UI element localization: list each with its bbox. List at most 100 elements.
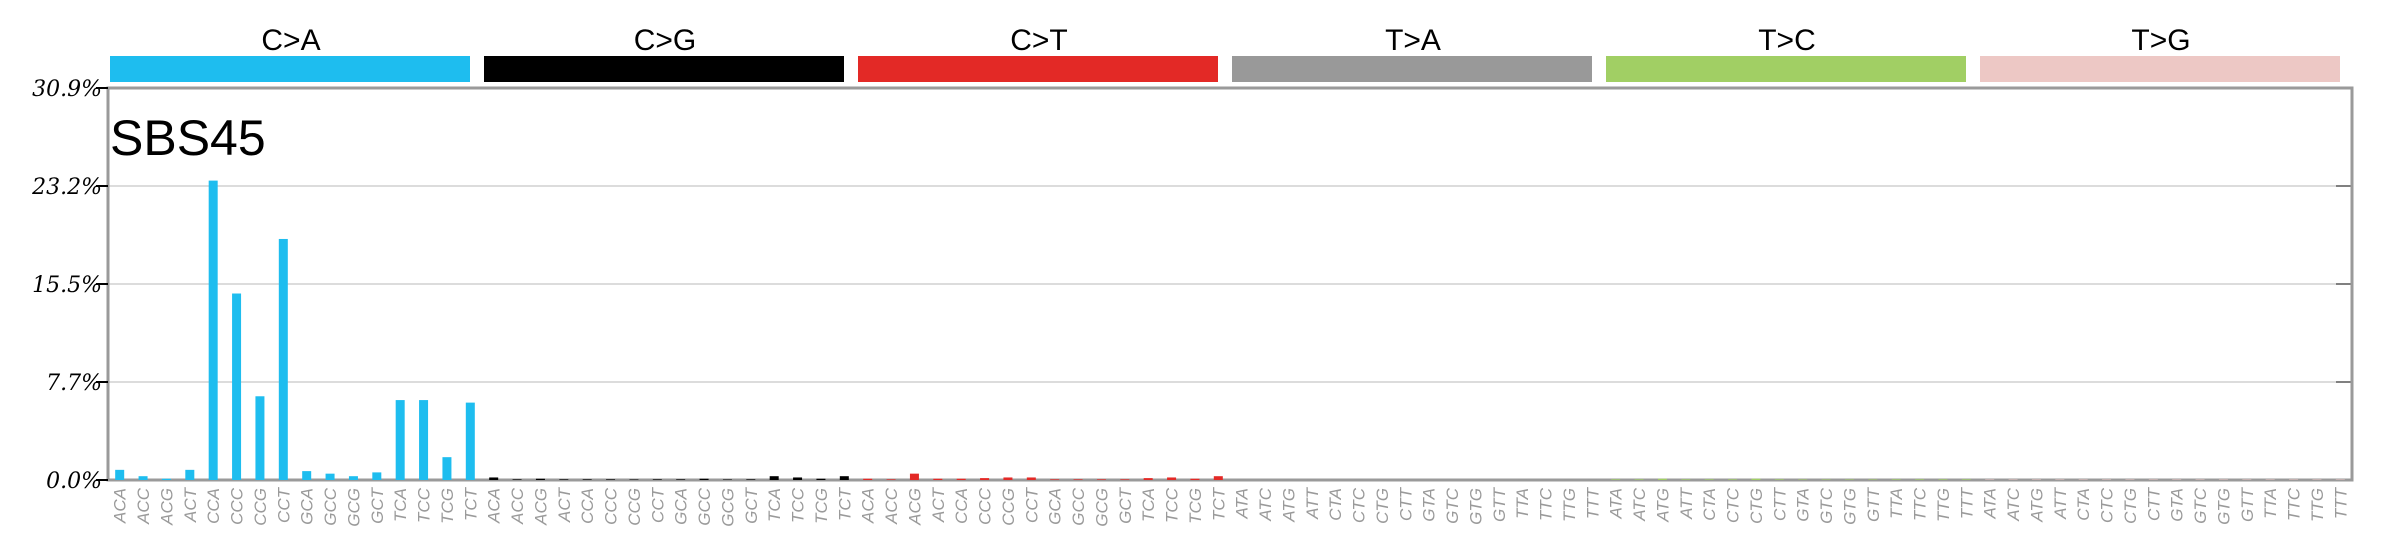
bar <box>1868 479 1878 480</box>
bar <box>1541 479 1551 480</box>
x-tick-label: CCT <box>1022 486 1041 523</box>
x-tick-label: CTG <box>1373 488 1392 524</box>
x-tick-label: CCC <box>602 487 621 525</box>
bar <box>1657 478 1667 480</box>
bar <box>419 400 429 480</box>
bar <box>722 479 732 480</box>
bar <box>1237 479 1247 480</box>
x-tick-label: ATT <box>2051 486 2070 519</box>
band-label: C>G <box>634 24 697 57</box>
bar <box>909 473 919 480</box>
x-tick-label: GTC <box>1817 487 1836 524</box>
bar <box>2289 479 2299 480</box>
x-tick-label: GTA <box>2168 488 2187 522</box>
bar <box>1634 479 1644 480</box>
bar <box>980 478 990 480</box>
y-tick-label: 23.2% <box>31 175 102 200</box>
bar <box>559 479 569 480</box>
band-label: T>C <box>1758 24 1816 57</box>
x-tick-label: CTT <box>1770 486 1789 521</box>
bar <box>1891 479 1901 480</box>
bar <box>348 476 358 480</box>
bar <box>1611 479 1621 480</box>
bar <box>1050 479 1060 480</box>
bar <box>793 477 803 480</box>
bar <box>2031 479 2041 480</box>
x-tick-label: CCG <box>251 488 270 526</box>
x-tick-label: GTA <box>1420 488 1439 522</box>
band-t-to-c <box>1606 56 1966 82</box>
band-label: C>A <box>261 24 320 57</box>
bar <box>1260 479 1270 480</box>
bar <box>2055 479 2065 480</box>
bar <box>208 180 218 481</box>
x-tick-label: CTA <box>2074 488 2093 521</box>
x-tick-label: GCT <box>742 486 761 524</box>
x-tick-label: ACA <box>111 488 130 524</box>
bar <box>676 479 686 480</box>
bar <box>1470 479 1480 480</box>
x-tick-label: TTC <box>2285 487 2304 521</box>
bar <box>325 473 335 480</box>
x-tick-label: GCA <box>672 488 691 525</box>
x-tick-label: TTC <box>1537 487 1556 521</box>
y-tick-label: 15.5% <box>32 273 102 298</box>
x-tick-label: CCT <box>274 486 293 523</box>
x-tick-label: GCG <box>344 488 363 527</box>
bar <box>512 479 522 480</box>
y-axis-ticks: 0.0% 7.7% 15.5% 23.2% 30.9% <box>31 77 108 494</box>
chart-title: SBS45 <box>110 110 266 166</box>
band-c-to-a <box>110 56 470 82</box>
bar <box>769 476 779 480</box>
x-tick-label: CCG <box>625 488 644 526</box>
x-tick-label: TCA <box>391 488 410 522</box>
bar <box>1681 479 1691 480</box>
x-tick-label: TCC <box>415 487 434 523</box>
gridlines <box>108 185 2352 383</box>
bar <box>2312 479 2322 480</box>
bar <box>2242 479 2252 480</box>
bar <box>1377 478 1387 480</box>
x-tick-label: CCG <box>999 488 1018 526</box>
x-tick-label: TTC <box>1911 487 1930 521</box>
x-tick-label: ACG <box>157 488 176 526</box>
bar <box>1915 479 1925 480</box>
x-tick-label: ATG <box>2027 488 2046 523</box>
x-tick-label: GCA <box>1046 488 1065 525</box>
bar <box>746 479 756 480</box>
x-tick-label: TTG <box>2308 488 2327 522</box>
bar <box>232 293 242 480</box>
x-tick-label: GTT <box>1864 486 1883 522</box>
x-tick-label: TTA <box>1513 488 1532 519</box>
bar <box>629 479 639 480</box>
x-tick-label: ACG <box>531 488 550 526</box>
x-tick-label: GCC <box>695 487 714 526</box>
bar <box>2148 479 2158 480</box>
substitution-band-headers: C>A C>G C>T T>A T>C T>G <box>110 24 2340 82</box>
bar <box>933 478 943 480</box>
x-tick-label: TTA <box>1887 488 1906 519</box>
x-tick-label: ACG <box>905 488 924 526</box>
bar <box>2265 479 2275 480</box>
band-label: T>A <box>1385 24 1441 57</box>
x-tick-label: TTG <box>1560 488 1579 522</box>
band-label: C>T <box>1010 24 1068 57</box>
y-tick-label: 0.0% <box>46 469 102 494</box>
x-tick-label: GCA <box>298 488 317 525</box>
bar <box>652 479 662 480</box>
bar <box>1283 479 1293 480</box>
bar <box>582 479 592 480</box>
x-tick-label: CTG <box>2121 488 2140 524</box>
x-tick-label: GCC <box>321 487 340 526</box>
bar <box>1120 479 1130 480</box>
x-tick-label: CTA <box>1700 488 1719 521</box>
x-tick-label: CTC <box>1350 487 1369 523</box>
x-tick-label: CCA <box>204 488 223 524</box>
bar <box>185 469 195 480</box>
bar <box>2102 479 2112 480</box>
x-tick-label: GTG <box>1840 488 1859 525</box>
bar <box>1774 479 1784 480</box>
x-tick-label: TCT <box>461 486 480 521</box>
x-tick-label: TTG <box>1934 488 1953 522</box>
bar <box>1587 479 1597 480</box>
